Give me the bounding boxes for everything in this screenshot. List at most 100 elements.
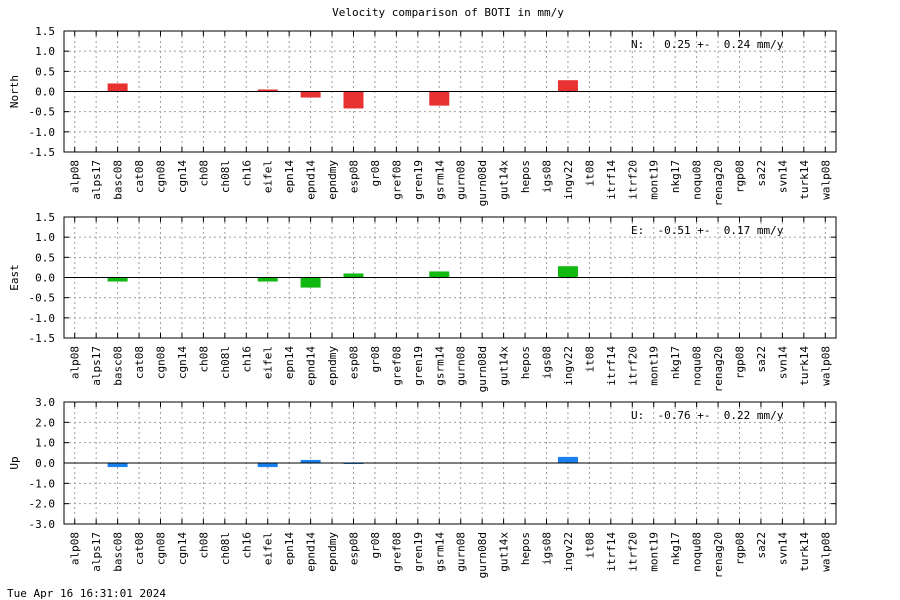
category-label: ch16 <box>240 532 253 559</box>
category-label: ingv22 <box>562 346 575 386</box>
category-label: itrf14 <box>605 346 618 386</box>
y-tick-label: 1.5 <box>35 25 55 38</box>
category-label: mont19 <box>648 532 661 572</box>
category-label: turk14 <box>798 346 811 386</box>
category-label: epnd14 <box>305 346 318 386</box>
panel-east: 1.5 1.0 0.5 0.0 -0.5 -1.0 -1.5 East E: -0.51 +- … <box>8 211 837 392</box>
bar-epnd14 <box>300 91 321 98</box>
bar-eifel <box>257 89 278 92</box>
category-label: gsrm14 <box>433 346 446 386</box>
category-label: hepos <box>519 346 532 379</box>
y-tick-label: 2.0 <box>35 416 55 429</box>
panel-up: 3.0 2.0 1.0 0.0 -1.0 -2.0 -3.0 Up U: -0.76 +- 0.… <box>8 396 837 578</box>
y-tick-label: -0.5 <box>29 292 56 305</box>
category-label: igs08 <box>541 346 554 379</box>
category-label: turk14 <box>798 532 811 572</box>
category-label: it08 <box>583 160 596 187</box>
category-label: it08 <box>583 532 596 559</box>
bar-eifel <box>257 277 278 282</box>
y-tick-label: -2.0 <box>29 498 56 511</box>
category-label: gsrm14 <box>433 160 446 200</box>
bar-basc08 <box>107 463 128 468</box>
y-axis-label: North <box>8 75 21 108</box>
category-label: gref08 <box>390 346 403 386</box>
category-label: epndmy <box>326 160 339 200</box>
category-label: gref08 <box>390 160 403 200</box>
category-label: ch08 <box>197 160 210 187</box>
category-label: epndmy <box>326 532 339 572</box>
y-tick-label: 0.0 <box>35 457 55 470</box>
category-label: cgn14 <box>176 346 189 379</box>
stat-annotation: U: -0.76 +- 0.22 mm/y <box>631 409 784 422</box>
category-label: cgn14 <box>176 532 189 565</box>
category-label: alp08 <box>69 346 82 379</box>
y-tick-label: 0.0 <box>35 86 55 99</box>
category-label: gref08 <box>390 532 403 572</box>
category-label: cgn14 <box>176 160 189 193</box>
y-tick-label: 1.0 <box>35 45 55 58</box>
category-label: sa22 <box>755 532 768 559</box>
stat-annotation: E: -0.51 +- 0.17 mm/y <box>631 224 784 237</box>
category-label: it08 <box>583 346 596 373</box>
y-tick-label: 0.0 <box>35 272 55 285</box>
category-label: ch08l <box>219 346 232 379</box>
category-label: walp08 <box>819 532 832 572</box>
category-label: epn14 <box>283 346 296 379</box>
category-label: cat08 <box>133 532 146 565</box>
plot-frame <box>63 401 837 525</box>
category-label: basc08 <box>112 346 125 386</box>
category-label: alps17 <box>90 160 103 200</box>
category-label: eifel <box>262 160 275 193</box>
y-tick-label: -1.5 <box>29 332 56 345</box>
category-label: gren19 <box>412 160 425 200</box>
category-label: ch16 <box>240 346 253 373</box>
category-label: ch08l <box>219 160 232 193</box>
category-label: hepos <box>519 160 532 193</box>
bar-eifel <box>257 463 278 468</box>
category-label: epnd14 <box>305 532 318 572</box>
category-label: nkg17 <box>669 532 682 565</box>
category-label: gut14x <box>498 346 511 386</box>
category-label: ch08l <box>219 532 232 565</box>
category-label: eifel <box>262 346 275 379</box>
category-label: cgn08 <box>155 532 168 565</box>
category-label: cgn08 <box>155 346 168 379</box>
category-label: epnd14 <box>305 160 318 200</box>
category-label: basc08 <box>112 532 125 572</box>
category-label: gren19 <box>412 532 425 572</box>
category-label: nkg17 <box>669 346 682 379</box>
category-label: gr08 <box>369 532 382 559</box>
y-tick-label: -3.0 <box>29 518 56 531</box>
plot-frame <box>63 30 837 153</box>
category-label: ch08 <box>197 346 210 373</box>
category-label: rgp08 <box>734 346 747 379</box>
category-label: rgp08 <box>734 532 747 565</box>
timestamp: Tue Apr 16 16:31:01 2024 <box>7 587 166 600</box>
category-label: igs08 <box>541 160 554 193</box>
y-tick-label: 1.0 <box>35 437 55 450</box>
plot-frame <box>63 216 837 339</box>
category-label: eifel <box>262 532 275 565</box>
y-tick-label: 0.5 <box>35 251 55 264</box>
category-label: gurn08d <box>476 532 489 578</box>
category-label: gut14x <box>498 532 511 572</box>
category-label: epndmy <box>326 346 339 386</box>
bar-gsrm14 <box>429 271 450 278</box>
bar-basc08 <box>107 83 128 92</box>
category-label: noqu08 <box>691 160 704 200</box>
category-label: noqu08 <box>691 532 704 572</box>
category-label: epn14 <box>283 160 296 193</box>
category-label: renag20 <box>712 160 725 206</box>
category-label: ingv22 <box>562 160 575 200</box>
category-label: gurn08d <box>476 160 489 206</box>
category-label: gut14x <box>498 160 511 200</box>
category-label: itrf20 <box>626 532 639 572</box>
category-label: itrf14 <box>605 532 618 572</box>
y-tick-label: -1.5 <box>29 146 56 159</box>
category-label: epn14 <box>283 532 296 565</box>
category-label: alps17 <box>90 346 103 386</box>
category-label: nkg17 <box>669 160 682 193</box>
category-label: gr08 <box>369 160 382 187</box>
category-label: walp08 <box>819 346 832 386</box>
